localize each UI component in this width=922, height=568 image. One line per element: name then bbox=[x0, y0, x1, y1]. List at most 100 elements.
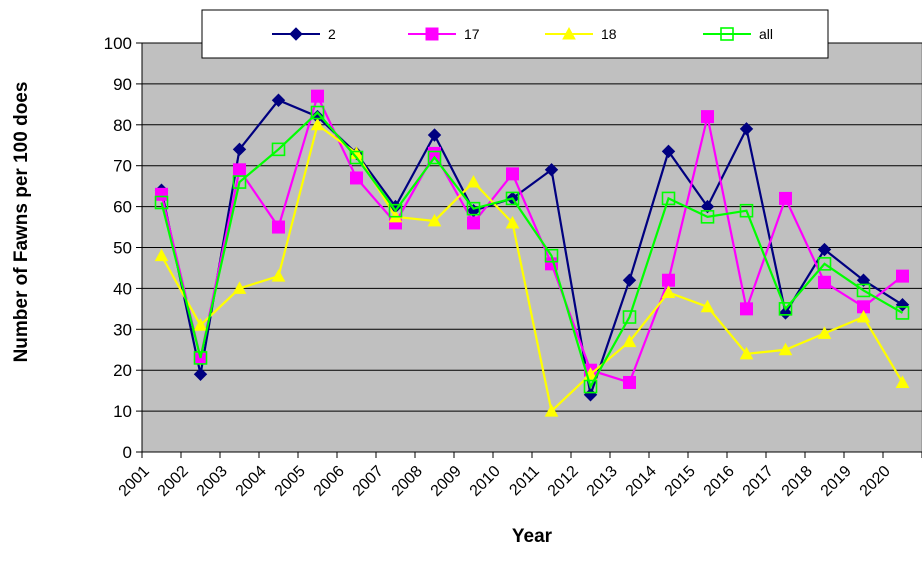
data-point bbox=[310, 117, 325, 131]
legend-label: 2 bbox=[328, 26, 336, 42]
data-point bbox=[817, 257, 832, 271]
data-point bbox=[700, 299, 715, 313]
data-point bbox=[349, 150, 364, 165]
x-tick-label: 2011 bbox=[506, 463, 542, 499]
data-point bbox=[661, 285, 676, 298]
data-point bbox=[622, 273, 637, 287]
data-point bbox=[895, 306, 910, 320]
data-point bbox=[856, 283, 871, 298]
data-point bbox=[310, 105, 325, 120]
data-point bbox=[700, 210, 715, 224]
y-tick-label: 80 bbox=[113, 116, 132, 135]
y-tick-label: 40 bbox=[113, 279, 132, 298]
data-point bbox=[233, 163, 246, 177]
x-tick-label: 2003 bbox=[194, 463, 231, 500]
data-point bbox=[427, 150, 442, 165]
data-point bbox=[232, 281, 247, 294]
data-point bbox=[778, 342, 793, 356]
data-point bbox=[289, 27, 303, 41]
y-tick-label: 10 bbox=[113, 402, 132, 421]
data-point bbox=[895, 298, 910, 312]
y-axis-label: Number of Fawns per 100 does bbox=[11, 82, 32, 363]
data-point bbox=[562, 26, 576, 40]
x-tick-label: 2020 bbox=[857, 463, 894, 500]
y-tick-label: 50 bbox=[113, 239, 132, 258]
data-point bbox=[271, 142, 286, 157]
data-point bbox=[427, 213, 442, 227]
data-point bbox=[425, 27, 439, 41]
data-point bbox=[466, 201, 481, 216]
legend-item: 18 bbox=[545, 26, 617, 42]
x-tick-label: 2017 bbox=[740, 463, 777, 500]
data-point bbox=[720, 27, 734, 41]
x-tick-label: 2015 bbox=[662, 463, 699, 500]
data-point bbox=[583, 379, 598, 394]
x-tick-label: 2019 bbox=[818, 463, 855, 500]
x-tick-label: 2002 bbox=[155, 463, 192, 500]
data-point bbox=[856, 273, 871, 287]
data-point bbox=[272, 220, 285, 234]
data-point bbox=[544, 404, 559, 417]
data-point bbox=[505, 215, 520, 229]
x-tick-label: 2016 bbox=[701, 463, 738, 500]
data-point bbox=[388, 203, 403, 218]
data-point bbox=[271, 93, 286, 107]
series-line bbox=[160, 98, 904, 396]
legend-item: all bbox=[703, 26, 773, 42]
y-tick-label: 70 bbox=[113, 157, 132, 176]
data-point bbox=[193, 318, 208, 331]
series-layer bbox=[154, 89, 910, 417]
data-point bbox=[779, 191, 792, 205]
data-point bbox=[856, 309, 871, 323]
legend: 2 17 18 all bbox=[201, 9, 829, 59]
data-point bbox=[778, 302, 793, 316]
x-tick-label: 2001 bbox=[116, 463, 153, 500]
data-point bbox=[505, 191, 520, 206]
data-point bbox=[232, 142, 247, 157]
data-point bbox=[701, 110, 714, 124]
data-point bbox=[778, 306, 793, 320]
series-3 bbox=[154, 105, 910, 394]
data-point bbox=[271, 269, 286, 282]
data-point bbox=[154, 195, 169, 210]
data-point bbox=[739, 203, 754, 218]
x-tick-label: 2007 bbox=[350, 463, 387, 500]
series-2 bbox=[154, 117, 910, 417]
data-point bbox=[544, 163, 559, 177]
x-tick-label: 2013 bbox=[584, 463, 621, 500]
legend-label: 17 bbox=[464, 26, 480, 42]
x-tick-label: 2009 bbox=[428, 463, 465, 500]
data-point bbox=[155, 187, 168, 201]
data-point bbox=[427, 128, 442, 142]
data-point bbox=[622, 310, 637, 324]
legend-item: 17 bbox=[408, 26, 480, 42]
data-point bbox=[350, 171, 363, 185]
x-tick-label: 2014 bbox=[623, 463, 660, 500]
data-point bbox=[622, 334, 637, 348]
x-tick-label: 2005 bbox=[272, 463, 309, 500]
x-tick-label: 2006 bbox=[311, 463, 348, 500]
data-point bbox=[154, 248, 169, 262]
series-line bbox=[160, 122, 904, 414]
data-point bbox=[740, 302, 753, 316]
data-point bbox=[467, 216, 480, 230]
y-tick-label: 90 bbox=[113, 75, 132, 94]
legend-label: all bbox=[759, 26, 773, 42]
y-tick-label: 30 bbox=[113, 320, 132, 339]
data-point bbox=[662, 273, 675, 287]
legend-item: 2 bbox=[272, 26, 336, 42]
data-point bbox=[817, 326, 832, 339]
data-point bbox=[896, 269, 909, 283]
data-point bbox=[193, 367, 208, 381]
data-point bbox=[193, 351, 208, 365]
y-tick-label: 0 bbox=[123, 443, 132, 462]
data-point bbox=[661, 144, 676, 159]
data-point bbox=[232, 175, 247, 189]
data-point bbox=[818, 275, 831, 289]
data-point bbox=[506, 167, 519, 181]
x-tick-label: 2018 bbox=[779, 463, 816, 500]
data-point bbox=[466, 175, 481, 188]
x-tick-label: 2004 bbox=[233, 463, 270, 500]
